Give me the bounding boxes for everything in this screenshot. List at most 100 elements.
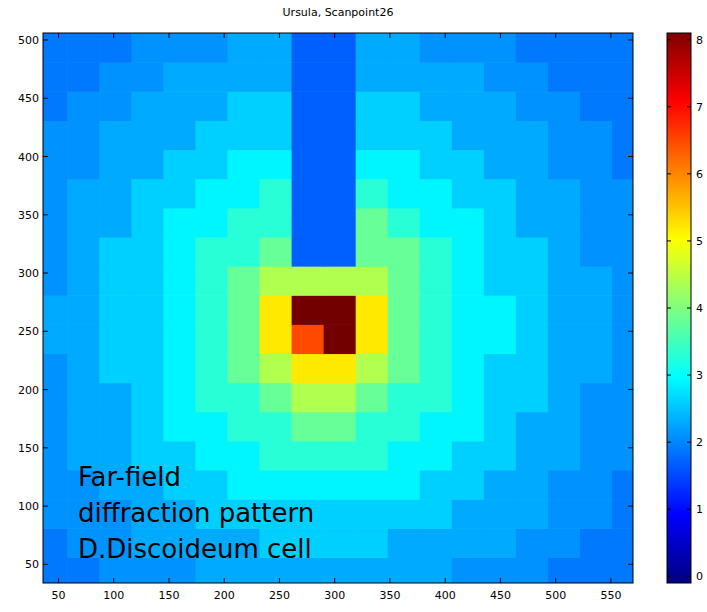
heatmap-cell	[292, 62, 325, 92]
heatmap-cell	[580, 295, 613, 325]
heatmap-cell	[67, 150, 100, 180]
heatmap-cell	[131, 412, 164, 442]
heatmap-cell	[452, 383, 485, 413]
heatmap-cell	[420, 120, 453, 150]
heatmap-cell	[228, 237, 261, 267]
heatmap-cell	[484, 470, 517, 500]
heatmap-cell	[43, 62, 68, 92]
heatmap-cell	[356, 237, 389, 267]
heatmap-cell	[484, 150, 517, 180]
x-tick	[500, 33, 501, 38]
colorbar-tick-label: 7	[696, 101, 703, 114]
x-tick	[58, 33, 59, 38]
heatmap-cell	[388, 150, 421, 180]
heatmap-cell	[195, 150, 228, 180]
heatmap-cell	[163, 150, 196, 180]
heatmap-cell	[548, 91, 581, 121]
colorbar-tick	[667, 509, 671, 510]
heatmap-cell	[612, 237, 633, 267]
colorbar-tick	[667, 240, 671, 241]
heatmap-cell	[260, 353, 293, 383]
heatmap-cell	[420, 179, 453, 209]
heatmap-cell	[420, 383, 453, 413]
y-tick	[628, 214, 633, 215]
heatmap-cell	[43, 120, 68, 150]
heatmap-cell	[163, 295, 196, 325]
heatmap-cell	[292, 266, 325, 296]
heatmap-cell	[228, 62, 261, 92]
heatmap-cell	[163, 62, 196, 92]
heatmap-cell	[388, 295, 421, 325]
heatmap-cell	[67, 120, 100, 150]
heatmap-cell	[356, 383, 389, 413]
heatmap-cell	[131, 237, 164, 267]
heatmap-cell	[324, 237, 357, 267]
heatmap-cell	[163, 383, 196, 413]
y-tick	[628, 389, 633, 390]
y-tick	[628, 273, 633, 274]
heatmap-cell	[260, 208, 293, 238]
colorbar-tick-label: 3	[696, 369, 703, 382]
colorbar-tick	[667, 39, 671, 40]
heatmap-cell	[420, 266, 453, 296]
heatmap-cell	[580, 91, 613, 121]
heatmap-cell	[612, 179, 633, 209]
heatmap-cell	[131, 33, 164, 63]
y-tick	[43, 156, 48, 157]
heatmap-cell	[324, 324, 357, 354]
heatmap-cell	[292, 295, 325, 325]
heatmap-cell	[548, 150, 581, 180]
heatmap-cell	[43, 33, 68, 63]
y-tick	[43, 389, 48, 390]
x-tick	[389, 33, 390, 38]
heatmap-cell	[131, 353, 164, 383]
heatmap-cell	[388, 120, 421, 150]
heatmap-cell	[420, 324, 453, 354]
heatmap-cell	[228, 470, 261, 500]
colorbar-tick	[667, 106, 671, 107]
heatmap-cell	[99, 150, 132, 180]
heatmap-cell	[548, 120, 581, 150]
heatmap-cell	[131, 62, 164, 92]
heatmap-cell	[99, 179, 132, 209]
heatmap-cell	[67, 295, 100, 325]
heatmap-cell	[99, 295, 132, 325]
heatmap-cell	[324, 62, 357, 92]
heatmap-cell	[420, 412, 453, 442]
heatmap-cell	[388, 208, 421, 238]
heatmap-cell	[43, 353, 68, 383]
heatmap-cell	[43, 383, 68, 413]
y-tick	[43, 564, 48, 565]
x-tick	[610, 578, 611, 583]
heatmap-cell	[548, 295, 581, 325]
x-tick-label: 550	[600, 589, 621, 602]
heatmap-cell	[324, 91, 357, 121]
heatmap-cell	[356, 470, 389, 500]
heatmap-cell	[484, 91, 517, 121]
x-tick-label: 300	[324, 589, 345, 602]
heatmap-cell	[67, 179, 100, 209]
heatmap-cell	[612, 412, 633, 442]
y-tick-label: 100	[18, 500, 39, 513]
heatmap-cell	[99, 208, 132, 238]
colorbar-tick	[687, 442, 691, 443]
heatmap-cell	[324, 499, 357, 529]
heatmap-cell	[484, 412, 517, 442]
heatmap-cell	[195, 33, 228, 63]
heatmap-cell	[324, 353, 357, 383]
heatmap-cell	[548, 353, 581, 383]
heatmap-cell	[484, 499, 517, 529]
heatmap-cell	[548, 62, 581, 92]
heatmap-cell	[67, 33, 100, 63]
heatmap-cell	[452, 353, 485, 383]
heatmap-cell	[99, 91, 132, 121]
heatmap-cell	[580, 237, 613, 267]
y-tick-label: 250	[18, 325, 39, 338]
y-tick-label: 300	[18, 267, 39, 280]
heatmap-cell	[452, 91, 485, 121]
heatmap-cell	[484, 62, 517, 92]
heatmap-cell	[195, 295, 228, 325]
heatmap-cell	[260, 441, 293, 471]
heatmap-cell	[356, 353, 389, 383]
heatmap-cell	[388, 441, 421, 471]
